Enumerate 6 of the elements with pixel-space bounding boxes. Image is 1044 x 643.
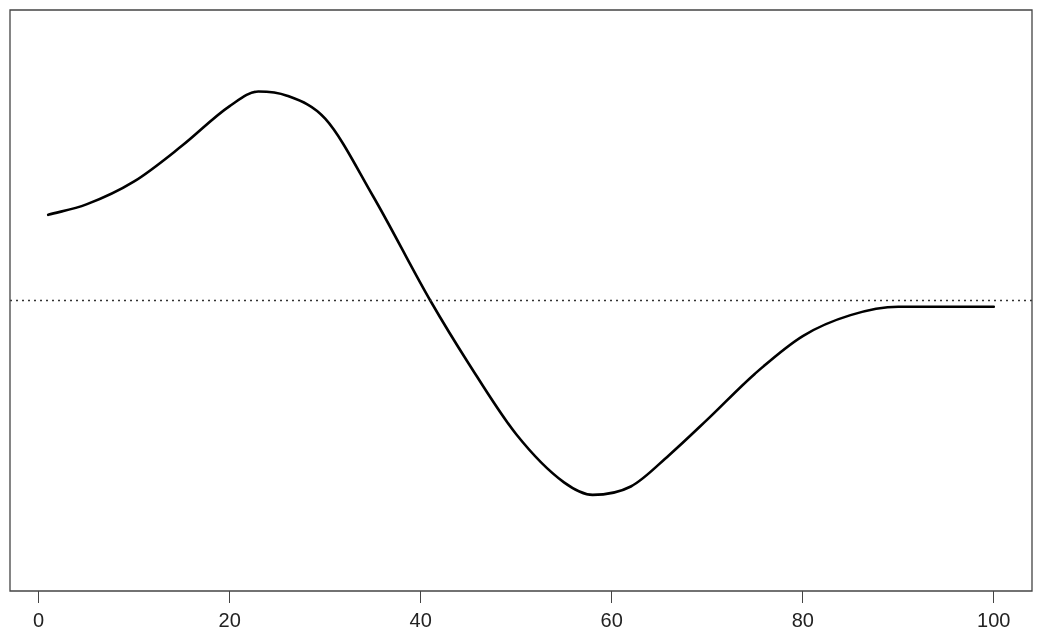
x-tick-label: 60 [600, 608, 623, 631]
x-tick-label: 20 [218, 608, 241, 631]
x-tick-label: 0 [33, 608, 45, 631]
x-tick-label: 40 [409, 608, 432, 631]
x-tick-label: 80 [791, 608, 814, 631]
x-tick-label: 100 [977, 608, 1011, 631]
